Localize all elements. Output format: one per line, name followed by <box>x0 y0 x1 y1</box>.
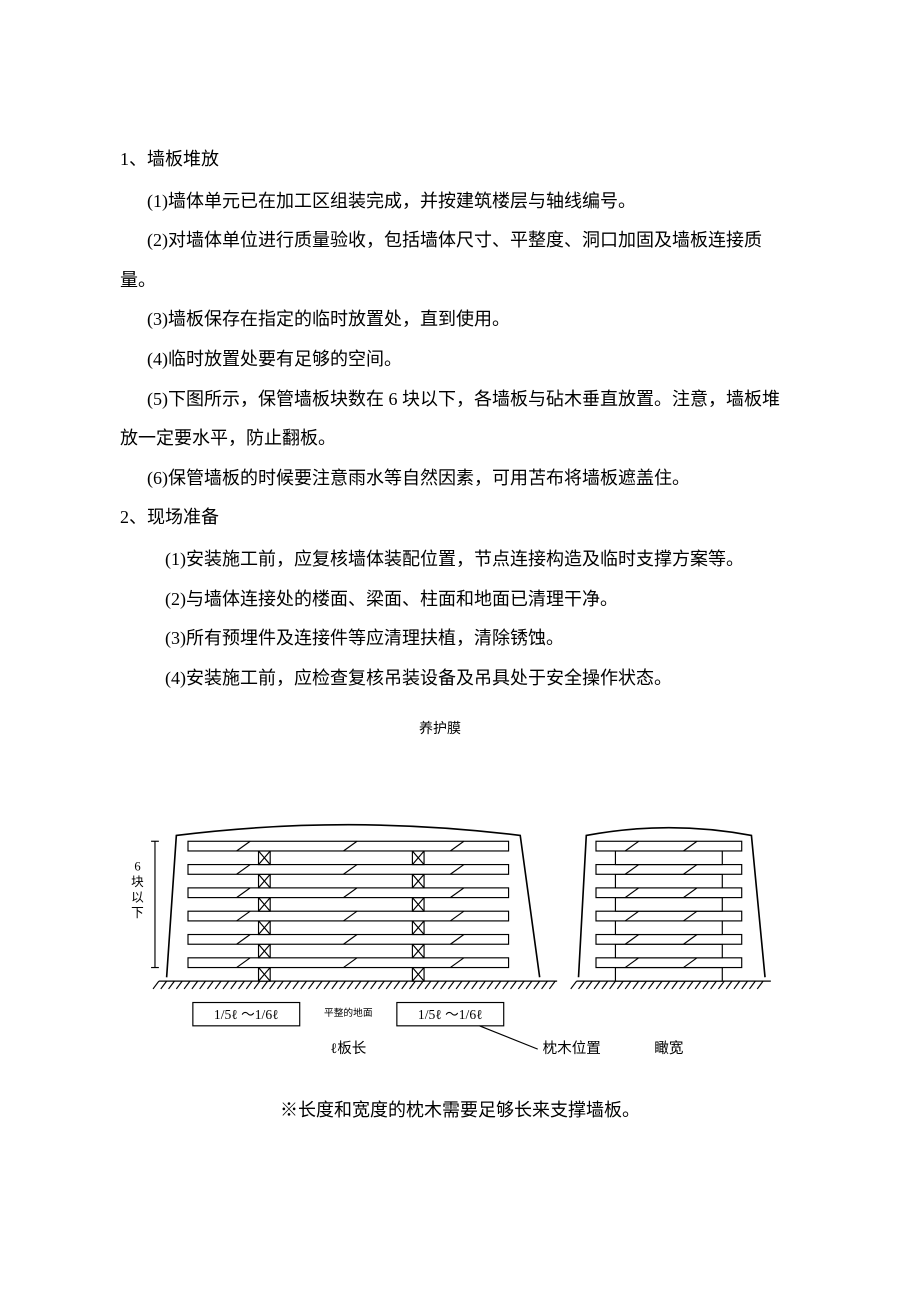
section2-item-2: (2)与墙体连接处的楼面、梁面、柱面和地面已清理干净。 <box>120 580 800 620</box>
section2-item-1: (1)安装施工前，应复核墙体装配位置，节点连接构造及临时支撑方案等。 <box>120 540 800 580</box>
section1-item-5-cont: 放一定要水平，防止翻板。 <box>120 419 800 459</box>
section2-heading: 2、现场准备 <box>120 498 800 538</box>
svg-text:平整的地面: 平整的地面 <box>324 1006 373 1019</box>
document-body: 1、墙板堆放 (1)墙体单元已在加工区组装完成，并按建筑楼层与轴线编号。 (2)… <box>120 140 800 1122</box>
svg-text:瞰宽: 瞰宽 <box>654 1040 683 1057</box>
section1-item-2-cont: 量。 <box>120 261 800 301</box>
section1-item-5: (5)下图所示，保管墙板块数在 6 块以下，各墙板与砧木垂直放置。注意，墙板堆 <box>120 380 800 420</box>
section1-item-3: (3)墙板保存在指定的临时放置处，直到使用。 <box>120 300 800 340</box>
svg-text:6: 6 <box>134 860 140 874</box>
svg-text:下: 下 <box>131 906 144 920</box>
diagram-caption: ※长度和宽度的枕木需要足够长来支撑墙板。 <box>120 1096 800 1122</box>
diagram-title: 养护膜 <box>80 718 800 738</box>
diagram-area: 养护膜 6块以下1/5ℓ ～1/6ℓ1/5ℓ ～1/6ℓ平整的地面ℓ板长枕木位置… <box>120 718 800 1122</box>
section1-item-6: (6)保管墙板的时候要注意雨水等自然因素，可用苫布将墙板遮盖住。 <box>120 459 800 499</box>
svg-text:块: 块 <box>131 875 144 889</box>
svg-text:1/5ℓ ～1/6ℓ: 1/5ℓ ～1/6ℓ <box>418 1007 483 1022</box>
section1-heading: 1、墙板堆放 <box>120 140 800 180</box>
section2-item-4: (4)安装施工前，应检查复核吊装设备及吊具处于安全操作状态。 <box>120 659 800 699</box>
svg-text:1/5ℓ ～1/6ℓ: 1/5ℓ ～1/6ℓ <box>214 1007 279 1022</box>
svg-text:以: 以 <box>131 891 144 905</box>
section1-item-4: (4)临时放置处要有足够的空间。 <box>120 340 800 380</box>
section2-item-3: (3)所有预埋件及连接件等应清理扶植，清除锈蚀。 <box>120 619 800 659</box>
section1-item-2: (2)对墙体单位进行质量验收，包括墙体尺寸、平整度、洞口加固及墙板连接质 <box>120 221 800 261</box>
stacking-diagram: 6块以下 1/5ℓ ～1/6ℓ 1/5ℓ ～1/6ℓ 平整的地面 ℓ板长 枕木位置 瞰宽 <box>120 748 800 1088</box>
section1-item-1: (1)墙体单元已在加工区组装完成，并按建筑楼层与轴线编号。 <box>120 182 800 222</box>
svg-text:枕木位置: 枕木位置 <box>543 1040 601 1057</box>
svg-text:ℓ板长: ℓ板长 <box>330 1039 367 1057</box>
